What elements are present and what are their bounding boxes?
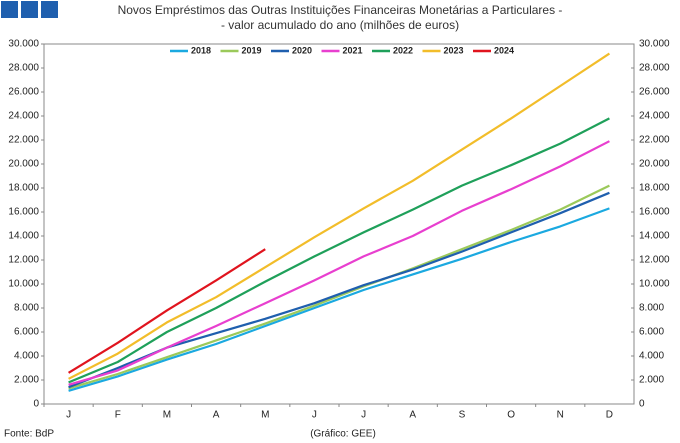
- series-line: [68, 117, 610, 384]
- y-tick-label: 16.000: [8, 207, 39, 218]
- x-tick-label: S: [459, 410, 466, 421]
- y-tick-label: 18.000: [8, 183, 39, 194]
- y2-tick-label: 4.000: [639, 351, 664, 362]
- x-tick-label: A: [409, 410, 416, 421]
- y-tick-label: 8.000: [14, 303, 39, 314]
- x-tick-label: D: [606, 410, 613, 421]
- series-line: [68, 140, 610, 386]
- x-tick-label: M: [261, 410, 269, 421]
- x-tick-label: M: [163, 410, 171, 421]
- y2-tick-label: 22.000: [639, 135, 670, 146]
- y-tick-label: 10.000: [8, 279, 39, 290]
- legend-label: 2021: [343, 45, 363, 55]
- y-tick-label: 2.000: [14, 375, 39, 386]
- series-line: [68, 52, 611, 380]
- legend-label: 2022: [393, 45, 413, 55]
- y2-tick-label: 20.000: [639, 159, 670, 170]
- y-tick-label: 0: [33, 399, 39, 410]
- series-line: [68, 248, 266, 374]
- y-tick-label: 26.000: [8, 87, 39, 98]
- y2-tick-label: 2.000: [639, 375, 664, 386]
- y-tick-label: 22.000: [8, 135, 39, 146]
- chart-subtitle: - valor acumulado do ano (milhões de eur…: [221, 18, 459, 32]
- y2-tick-label: 0: [639, 399, 645, 410]
- y2-tick-label: 14.000: [639, 231, 670, 242]
- legend-label: 2019: [242, 45, 262, 55]
- y-tick-label: 4.000: [14, 351, 39, 362]
- logo-square: [1, 1, 18, 18]
- legend-label: 2018: [191, 45, 211, 55]
- series-line: [68, 184, 610, 390]
- x-tick-label: N: [557, 410, 564, 421]
- logo-square: [21, 1, 38, 18]
- y2-tick-label: 8.000: [639, 303, 664, 314]
- x-tick-label: J: [66, 410, 71, 421]
- logo-square: [41, 1, 58, 18]
- y-tick-label: 12.000: [8, 255, 39, 266]
- credit: (Gráfico: GEE): [310, 429, 376, 440]
- legend-label: 2020: [292, 45, 312, 55]
- y2-tick-label: 6.000: [639, 327, 664, 338]
- y2-tick-label: 10.000: [639, 279, 670, 290]
- series-line: [68, 207, 610, 392]
- y-tick-label: 14.000: [8, 231, 39, 242]
- y2-tick-label: 16.000: [639, 207, 670, 218]
- x-tick-label: A: [213, 410, 220, 421]
- x-tick-label: O: [507, 410, 515, 421]
- y2-tick-label: 26.000: [639, 87, 670, 98]
- y-tick-label: 6.000: [14, 327, 39, 338]
- y2-tick-label: 12.000: [639, 255, 670, 266]
- x-tick-label: J: [361, 410, 366, 421]
- y2-tick-label: 24.000: [639, 111, 670, 122]
- y-tick-label: 30.000: [8, 39, 39, 50]
- y2-tick-label: 30.000: [639, 39, 670, 50]
- chart-title: Novos Empréstimos das Outras Instituiçõe…: [118, 3, 563, 17]
- y-tick-label: 24.000: [8, 111, 39, 122]
- legend-label: 2023: [444, 45, 464, 55]
- y-tick-label: 20.000: [8, 159, 39, 170]
- source: Fonte: BdP: [4, 429, 54, 440]
- y2-tick-label: 18.000: [639, 183, 670, 194]
- y2-tick-label: 28.000: [639, 63, 670, 74]
- y-tick-label: 28.000: [8, 63, 39, 74]
- x-tick-label: J: [312, 410, 317, 421]
- legend-label: 2024: [494, 45, 514, 55]
- x-tick-label: F: [115, 410, 121, 421]
